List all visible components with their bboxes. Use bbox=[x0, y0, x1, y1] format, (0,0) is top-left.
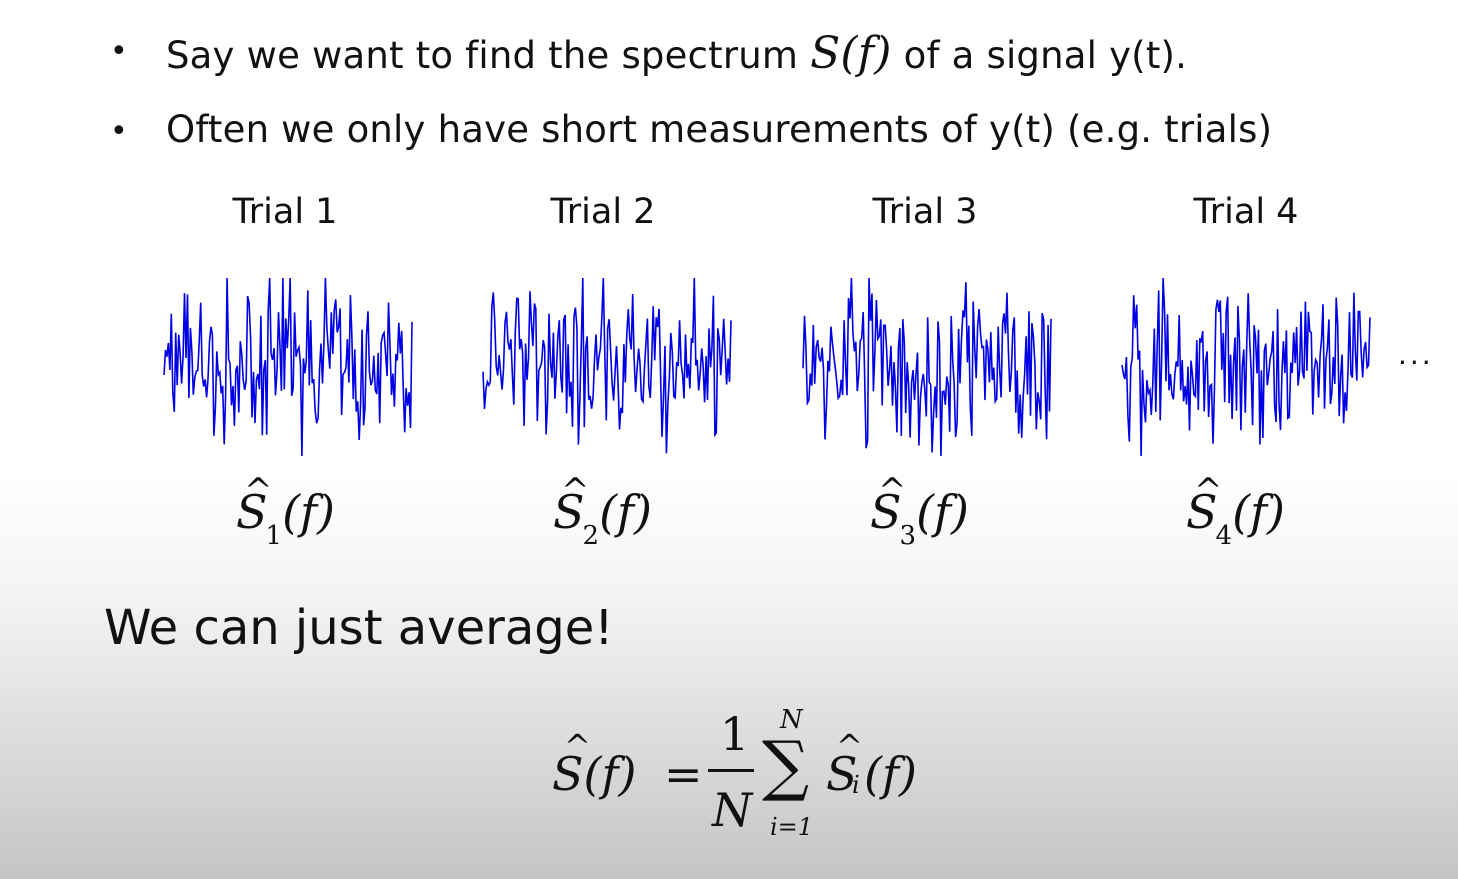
spectrum-estimate-3: ^ S3(f) bbox=[870, 471, 969, 551]
spectrum-estimate-2: ^ S2(f) bbox=[553, 471, 652, 551]
formula-lhs: S(f) bbox=[552, 747, 637, 801]
formula-lhs-hat: ^ bbox=[564, 727, 591, 765]
spectrum-estimate-4: ^ S4(f) bbox=[1186, 471, 1285, 551]
formula-term-symbol: S bbox=[826, 747, 858, 801]
fraction-bar bbox=[708, 769, 754, 772]
formula-numerator: 1 bbox=[720, 707, 750, 761]
bullet-text-1: Say we want to find the spectrum S(f) of… bbox=[166, 28, 1187, 79]
bullet-1-after: of a signal y(t). bbox=[891, 34, 1188, 77]
estimate-symbol: S bbox=[1186, 485, 1218, 539]
estimate-arg: (f) bbox=[599, 485, 652, 539]
spectrum-estimate-1: ^ S1(f) bbox=[236, 471, 335, 551]
formula-lower-limit: i=1 bbox=[770, 813, 814, 841]
formula-term-subscript: i bbox=[852, 771, 860, 799]
hat-accent: ^ bbox=[1194, 471, 1223, 511]
trial-signal-2 bbox=[482, 277, 732, 454]
estimate-arg: (f) bbox=[916, 485, 969, 539]
trial-signal-1 bbox=[163, 277, 413, 457]
estimate-subscript: 2 bbox=[582, 521, 600, 551]
estimate-subscript: 4 bbox=[1215, 521, 1233, 551]
estimate-symbol: S bbox=[553, 485, 585, 539]
formula-denominator: N bbox=[712, 783, 753, 837]
trial-label-3: Trial 3 bbox=[872, 192, 978, 232]
average-formula: ^ S(f) = 1 N N ∑ i=1 ^ S i (f) bbox=[552, 705, 972, 845]
estimate-subscript: 3 bbox=[899, 521, 917, 551]
estimate-symbol: S bbox=[236, 485, 268, 539]
formula-upper-limit: N bbox=[780, 705, 803, 735]
bullet-marker-1: • bbox=[110, 34, 128, 69]
trial-label-2: Trial 2 bbox=[550, 192, 656, 232]
formula-equals: = bbox=[664, 747, 703, 801]
estimate-arg: (f) bbox=[1232, 485, 1285, 539]
more-trials-ellipsis: ... bbox=[1398, 338, 1434, 371]
formula-term-hat: ^ bbox=[836, 727, 863, 765]
trial-label-4: Trial 4 bbox=[1193, 192, 1299, 232]
estimate-symbol: S bbox=[870, 485, 902, 539]
spectrum-symbol: S(f) bbox=[810, 28, 892, 79]
hat-accent: ^ bbox=[244, 471, 273, 511]
bullet-marker-2: • bbox=[110, 114, 128, 149]
bullet-text-2: Often we only have short measurements of… bbox=[166, 108, 1273, 151]
formula-sum-symbol: ∑ bbox=[762, 727, 810, 804]
trial-signal-3 bbox=[802, 277, 1052, 457]
hat-accent: ^ bbox=[878, 471, 907, 511]
hat-accent: ^ bbox=[561, 471, 590, 511]
average-statement: We can just average! bbox=[104, 600, 614, 656]
bullet-1-before: Say we want to find the spectrum bbox=[166, 34, 811, 77]
estimate-subscript: 1 bbox=[265, 521, 283, 551]
trial-signal-4 bbox=[1121, 277, 1371, 457]
estimate-arg: (f) bbox=[282, 485, 335, 539]
formula-term-arg: (f) bbox=[864, 747, 917, 801]
trial-label-1: Trial 1 bbox=[232, 192, 338, 232]
